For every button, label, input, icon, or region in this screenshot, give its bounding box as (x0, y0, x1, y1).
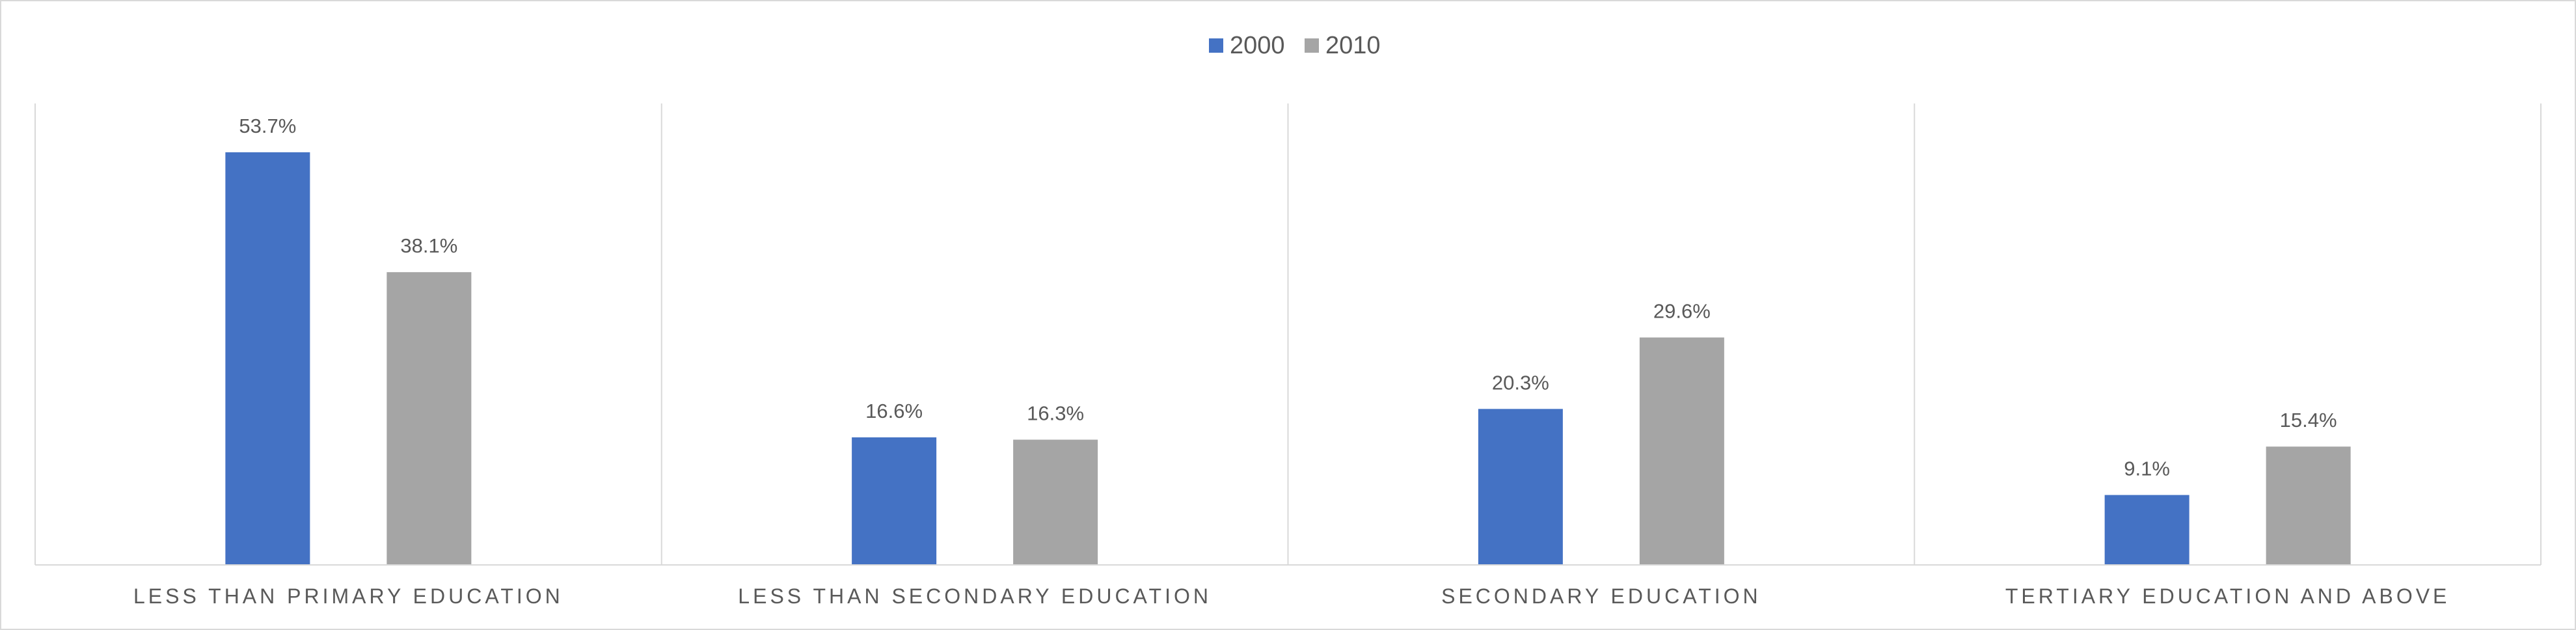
category-label-secondary-education: SECONDARY EDUCATION (1441, 584, 1761, 608)
bar-2000-less-than-secondary-education[interactable] (852, 437, 937, 565)
bar-2000-tertiary-education-and-above[interactable] (2104, 495, 2190, 565)
value-label-2000-secondary-education: 20.3% (1492, 371, 1549, 394)
legend-swatch-2000 (1209, 38, 1223, 53)
bar-2010-less-than-primary-education[interactable] (386, 272, 472, 565)
value-labels: 53.7% 38.1% 16.6% 16.3% 20.3% 29.6% 9.1% 15.4% (239, 115, 2337, 480)
legend-swatch-2010 (1305, 38, 1319, 53)
category-label-less-than-primary-education: LESS THAN PRIMARY EDUCATION (133, 584, 563, 608)
value-label-2000-less-than-secondary-education: 16.6% (865, 400, 923, 422)
legend-label-2000: 2000 (1230, 32, 1285, 59)
category-label-tertiary-education-and-above: TERTIARY EDUCATION AND ABOVE (2005, 584, 2450, 608)
value-label-2000-less-than-primary-education: 53.7% (239, 115, 296, 137)
category-labels: LESS THAN PRIMARY EDUCATION LESS THAN SEC… (133, 584, 2450, 608)
value-label-2010-less-than-primary-education: 38.1% (400, 234, 457, 257)
bar-2000-less-than-primary-education[interactable] (225, 152, 310, 565)
value-label-2010-less-than-secondary-education: 16.3% (1027, 402, 1084, 425)
bar-2000-secondary-education[interactable] (1478, 409, 1563, 565)
bars (225, 152, 2351, 565)
legend-label-2010: 2010 (1325, 32, 1381, 59)
value-label-2010-tertiary-education-and-above: 15.4% (2280, 409, 2337, 431)
category-label-less-than-secondary-education: LESS THAN SECONDARY EDUCATION (738, 584, 1212, 608)
value-label-2000-tertiary-education-and-above: 9.1% (2124, 458, 2170, 480)
legend: 2000 2010 (1209, 32, 1381, 59)
category-dividers (34, 103, 2542, 565)
value-label-2010-secondary-education: 29.6% (1653, 300, 1711, 323)
bar-2010-tertiary-education-and-above[interactable] (2266, 446, 2351, 565)
bar-2010-secondary-education[interactable] (1639, 337, 1724, 565)
bar-2010-less-than-secondary-education[interactable] (1013, 439, 1098, 565)
